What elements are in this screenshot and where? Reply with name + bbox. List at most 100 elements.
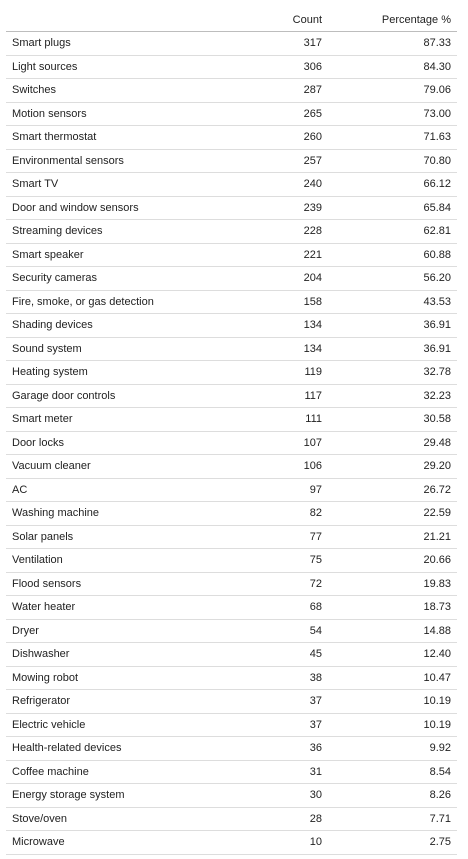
table-row: Smart meter 111 30.58 [6, 407, 457, 432]
count-cell: 45 [223, 642, 328, 667]
table-row: Dishwasher 45 12.40 [6, 642, 457, 667]
table-row: Solar panels 77 21.21 [6, 525, 457, 549]
count-cell: 97 [223, 478, 328, 502]
device-name-cell: Smart speaker [6, 243, 223, 267]
percentage-cell: 8.26 [328, 783, 457, 808]
table-row: Door locks 107 29.48 [6, 431, 457, 455]
count-cell: 72 [223, 572, 328, 596]
table-row: Streaming devices 228 62.81 [6, 219, 457, 244]
count-cell: 31 [223, 760, 328, 784]
table-row: Vacuum cleaner 106 29.20 [6, 454, 457, 479]
percentage-cell: 43.53 [328, 290, 457, 314]
table-row: Light sources 306 84.30 [6, 55, 457, 79]
count-cell: 134 [223, 313, 328, 338]
count-cell: 117 [223, 384, 328, 408]
count-cell: 37 [223, 689, 328, 714]
device-table-container: Count Percentage % Smart plugs 317 87.33 Li… [6, 9, 457, 855]
percentage-cell: 70.80 [328, 149, 457, 173]
table-row: Shading devices 134 36.91 [6, 313, 457, 338]
percentage-cell: 29.20 [328, 454, 457, 479]
table-row: Door and window sensors 239 65.84 [6, 196, 457, 220]
table-row: Switches 287 79.06 [6, 78, 457, 103]
count-cell: 306 [223, 55, 328, 79]
percentage-cell: 84.30 [328, 55, 457, 79]
percentage-cell: 22.59 [328, 501, 457, 526]
count-cell: 82 [223, 501, 328, 526]
percentage-cell: 36.91 [328, 313, 457, 338]
percentage-cell: 60.88 [328, 243, 457, 267]
device-name-cell: Ventilation [6, 548, 223, 573]
device-name-cell: Dishwasher [6, 642, 223, 667]
column-header-percentage: Percentage % [328, 9, 457, 32]
device-name-cell: Electric vehicle [6, 713, 223, 737]
device-name-cell: Light sources [6, 55, 223, 79]
column-header-device [6, 9, 223, 32]
device-count-table: Count Percentage % Smart plugs 317 87.33 Li… [6, 9, 457, 855]
device-name-cell: Smart plugs [6, 31, 223, 56]
table-row: Flood sensors 72 19.83 [6, 572, 457, 596]
count-cell: 38 [223, 666, 328, 690]
table-row: Motion sensors 265 73.00 [6, 102, 457, 126]
count-cell: 10 [223, 830, 328, 855]
device-name-cell: Fire, smoke, or gas detection [6, 290, 223, 314]
count-cell: 239 [223, 196, 328, 220]
count-cell: 221 [223, 243, 328, 267]
table-row: Smart thermostat 260 71.63 [6, 125, 457, 150]
count-cell: 317 [223, 31, 328, 56]
percentage-cell: 29.48 [328, 431, 457, 455]
device-name-cell: Refrigerator [6, 689, 223, 714]
count-cell: 77 [223, 525, 328, 549]
device-name-cell: Stove/oven [6, 807, 223, 831]
table-row: Dryer 54 14.88 [6, 619, 457, 643]
device-name-cell: Washing machine [6, 501, 223, 526]
count-cell: 228 [223, 219, 328, 244]
percentage-cell: 26.72 [328, 478, 457, 502]
table-row: Security cameras 204 56.20 [6, 266, 457, 291]
table-body: Smart plugs 317 87.33 Light sources 306 84.30… [6, 31, 457, 855]
count-cell: 111 [223, 407, 328, 432]
header-row: Count Percentage % [6, 9, 457, 32]
device-name-cell: Flood sensors [6, 572, 223, 596]
percentage-cell: 12.40 [328, 642, 457, 667]
column-header-count: Count [223, 9, 328, 32]
table-row: Smart speaker 221 60.88 [6, 243, 457, 267]
percentage-cell: 7.71 [328, 807, 457, 831]
percentage-cell: 32.23 [328, 384, 457, 408]
device-name-cell: Switches [6, 78, 223, 103]
table-row: Washing machine 82 22.59 [6, 501, 457, 526]
device-name-cell: Shading devices [6, 313, 223, 338]
device-name-cell: Smart TV [6, 172, 223, 197]
percentage-cell: 56.20 [328, 266, 457, 291]
percentage-cell: 87.33 [328, 31, 457, 56]
device-name-cell: Sound system [6, 337, 223, 361]
device-name-cell: Environmental sensors [6, 149, 223, 173]
device-name-cell: Smart thermostat [6, 125, 223, 150]
count-cell: 240 [223, 172, 328, 197]
table-row: Fire, smoke, or gas detection 158 43.53 [6, 290, 457, 314]
table-row: Energy storage system 30 8.26 [6, 783, 457, 808]
percentage-cell: 20.66 [328, 548, 457, 573]
percentage-cell: 19.83 [328, 572, 457, 596]
device-name-cell: Energy storage system [6, 783, 223, 808]
percentage-cell: 36.91 [328, 337, 457, 361]
device-name-cell: Microwave [6, 830, 223, 855]
percentage-cell: 10.19 [328, 689, 457, 714]
table-row: Electric vehicle 37 10.19 [6, 713, 457, 737]
table-row: Smart TV 240 66.12 [6, 172, 457, 197]
table-row: Heating system 119 32.78 [6, 360, 457, 385]
percentage-cell: 14.88 [328, 619, 457, 643]
count-cell: 68 [223, 595, 328, 620]
percentage-cell: 21.21 [328, 525, 457, 549]
table-row: Coffee machine 31 8.54 [6, 760, 457, 784]
percentage-cell: 30.58 [328, 407, 457, 432]
table-row: AC 97 26.72 [6, 478, 457, 502]
count-cell: 158 [223, 290, 328, 314]
count-cell: 107 [223, 431, 328, 455]
count-cell: 106 [223, 454, 328, 479]
table-row: Sound system 134 36.91 [6, 337, 457, 361]
percentage-cell: 71.63 [328, 125, 457, 150]
percentage-cell: 10.47 [328, 666, 457, 690]
table-header: Count Percentage % [6, 9, 457, 32]
count-cell: 134 [223, 337, 328, 361]
device-name-cell: Smart meter [6, 407, 223, 432]
